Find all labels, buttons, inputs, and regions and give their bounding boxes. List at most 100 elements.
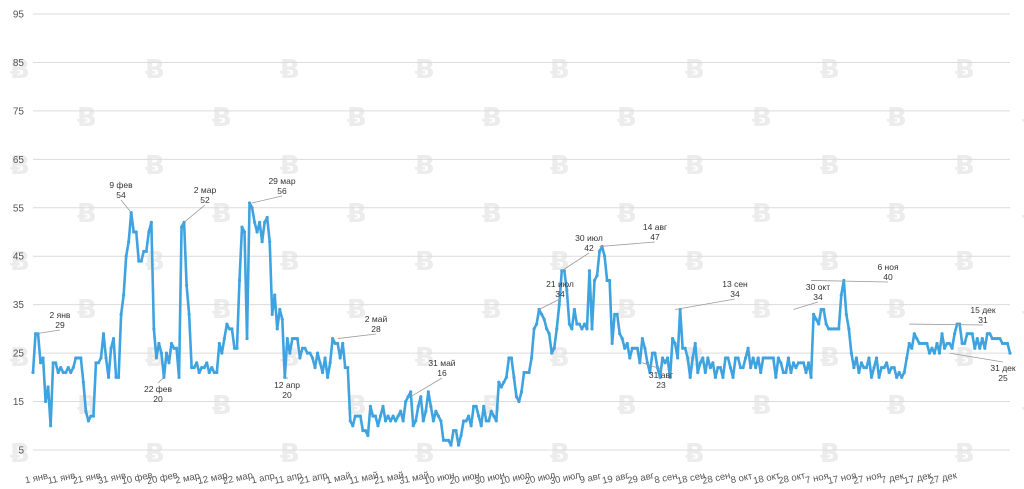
data-point: [507, 356, 511, 360]
watermark-logo-icon: Ƀ: [10, 151, 30, 181]
data-point: [749, 366, 753, 370]
data-point: [197, 370, 201, 375]
annotation-value: 34: [555, 289, 565, 299]
y-tick-label: 25: [13, 349, 25, 360]
data-point: [222, 336, 226, 341]
y-tick-label: 35: [13, 300, 25, 311]
data-point: [285, 336, 289, 341]
data-point: [174, 346, 179, 350]
annotation-value: 31: [978, 315, 988, 325]
data-point: [376, 424, 380, 428]
data-point: [179, 225, 184, 229]
data-point: [469, 424, 473, 428]
data-point: [96, 361, 101, 365]
data-point: [205, 361, 209, 365]
x-tick-label: 28 сен: [701, 470, 731, 487]
data-point: [751, 356, 755, 360]
data-point: [439, 419, 443, 423]
watermark-layer: Ƀ Ƀ Ƀ Ƀ Ƀ Ƀ Ƀ Ƀ Ƀ Ƀ Ƀ Ƀ Ƀ Ƀ Ƀ Ƀ Ƀ Ƀ Ƀ Ƀ Ƀ Ƀ Ƀ Ƀ Ƀ Ƀ Ƀ Ƀ Ƀ Ƀ Ƀ Ƀ Ƀ Ƀ Ƀ Ƀ Ƀ Ƀ Ƀ Ƀ…: [10, 55, 1024, 469]
data-point: [328, 361, 332, 365]
annotation-value: 34: [730, 289, 740, 299]
data-point: [912, 332, 916, 336]
data-point: [255, 230, 259, 234]
data-point: [368, 404, 373, 408]
data-point: [441, 438, 446, 442]
data-point: [411, 424, 415, 428]
data-point: [361, 429, 365, 433]
data-point: [263, 220, 267, 224]
data-point: [733, 356, 738, 360]
data-point: [132, 230, 136, 234]
data-point: [628, 356, 632, 360]
data-point: [545, 327, 549, 331]
watermark-logo-icon: Ƀ: [752, 199, 772, 229]
data-point: [512, 375, 516, 379]
data-point: [998, 336, 1002, 341]
annotation-leader: [599, 241, 656, 247]
data-point: [890, 366, 894, 370]
data-point: [877, 375, 881, 379]
data-point: [386, 414, 390, 418]
data-point: [169, 341, 174, 346]
y-tick-label: 5: [18, 446, 24, 457]
watermark-logo-icon: Ƀ: [955, 151, 975, 181]
annotation-leader: [909, 323, 984, 326]
data-point: [207, 370, 211, 375]
data-point: [597, 249, 602, 253]
data-point: [346, 366, 350, 370]
data-point: [668, 375, 672, 379]
data-point: [635, 346, 639, 350]
annotation-value: 23: [656, 380, 666, 390]
data-point: [587, 269, 592, 273]
data-point: [932, 351, 937, 355]
data-point: [378, 414, 383, 418]
data-point: [990, 336, 994, 341]
watermark-logo-icon: Ƀ: [820, 439, 840, 469]
data-point: [434, 409, 438, 413]
data-point: [854, 356, 858, 360]
annotation-date: 2 мар: [194, 185, 217, 195]
data-point: [31, 370, 35, 375]
data-point: [220, 351, 224, 355]
data-point: [529, 356, 534, 360]
data-point: [43, 399, 48, 404]
data-point: [683, 346, 687, 350]
data-point: [91, 414, 96, 418]
data-point: [338, 356, 342, 360]
annotation-value: 56: [277, 186, 287, 196]
data-point: [51, 361, 55, 365]
data-point: [794, 366, 798, 370]
y-tick-label: 55: [13, 203, 25, 214]
data-point: [426, 390, 430, 394]
watermark-logo-icon: Ƀ: [347, 103, 367, 133]
data-point: [106, 375, 111, 379]
data-point: [804, 370, 808, 375]
data-point: [363, 429, 367, 433]
annotation-date: 31 дек: [990, 363, 1016, 373]
annotation-leader: [811, 280, 889, 283]
data-point: [185, 283, 189, 287]
data-point: [686, 356, 690, 360]
data-point: [945, 341, 949, 346]
watermark-logo-icon: Ƀ: [212, 199, 232, 229]
data-point: [718, 366, 723, 370]
data-point: [728, 366, 733, 370]
data-point: [864, 366, 869, 370]
data-point: [942, 346, 947, 350]
data-point: [265, 215, 269, 220]
data-point: [240, 225, 244, 229]
data-point: [824, 322, 828, 326]
watermark-logo-icon: Ƀ: [280, 55, 300, 85]
data-point: [404, 399, 408, 404]
x-tick-label: 7 дек: [880, 471, 906, 487]
watermark-logo-icon: Ƀ: [415, 343, 435, 373]
data-point: [147, 230, 151, 234]
data-point: [295, 336, 299, 341]
data-point: [660, 356, 665, 360]
x-tick-label: 8 окт: [730, 471, 754, 486]
data-point: [580, 327, 584, 331]
